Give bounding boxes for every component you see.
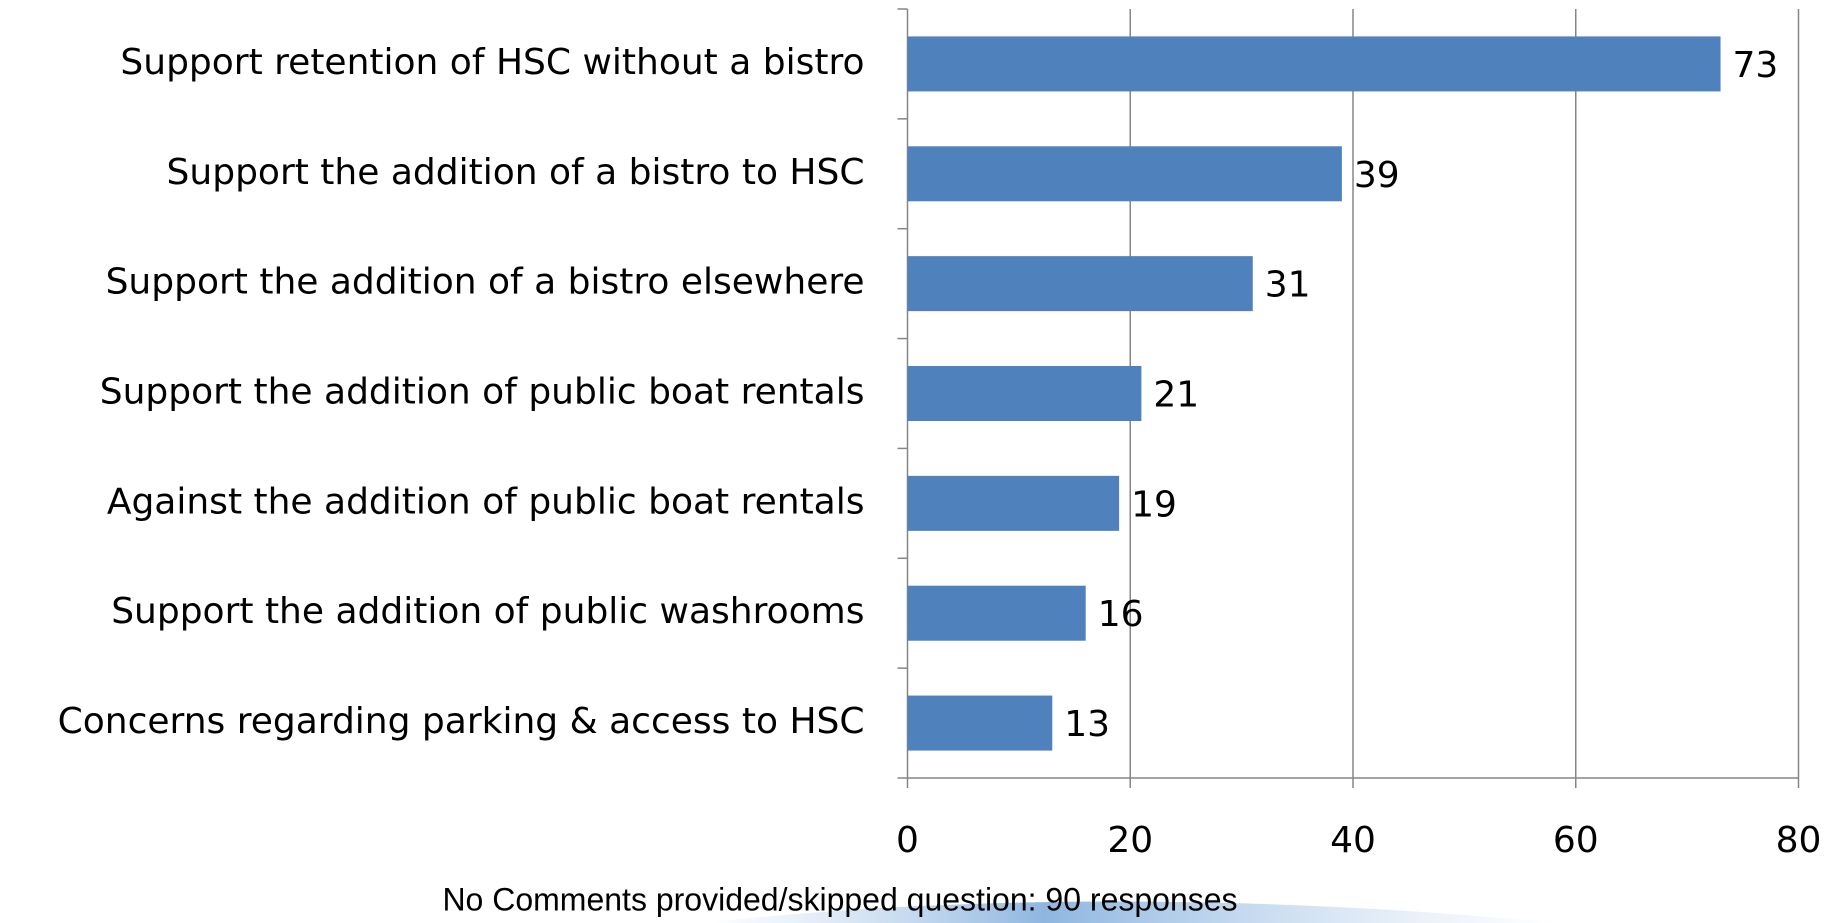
data-label: 13 (1064, 704, 1110, 745)
y-tick-label: Support the addition of a bistro elsewhe… (106, 262, 865, 303)
decoration-swoosh (700, 901, 1560, 923)
data-label: 31 (1265, 265, 1311, 306)
bar (907, 585, 1086, 641)
y-tick-label: Support the addition of a bistro to HSC (167, 152, 865, 193)
x-tick-label: 0 (896, 820, 919, 861)
y-tick-label: Support retention of HSC without a bistr… (120, 42, 864, 83)
data-label: 16 (1098, 594, 1144, 635)
bar (907, 695, 1053, 751)
bar (907, 475, 1120, 531)
footnote: No Comments provided/skipped question: 9… (442, 881, 1237, 917)
data-label: 73 (1733, 45, 1779, 86)
x-tick-label: 60 (1553, 820, 1599, 861)
x-tick-label: 80 (1776, 820, 1822, 861)
bar (907, 256, 1253, 312)
y-tick-label: Concerns regarding parking & access to H… (58, 701, 865, 742)
bar (907, 146, 1342, 202)
x-tick-label: 20 (1107, 820, 1153, 861)
x-tick-label: 40 (1330, 820, 1376, 861)
y-tick-label: Support the addition of public boat rent… (100, 372, 865, 413)
y-tick-label: Support the addition of public washrooms (111, 591, 864, 632)
data-label: 19 (1131, 484, 1177, 525)
data-label: 39 (1354, 155, 1400, 196)
bar (907, 36, 1721, 92)
y-tick-label: Against the addition of public boat rent… (107, 481, 865, 522)
data-label: 21 (1153, 375, 1199, 416)
bar (907, 366, 1142, 421)
